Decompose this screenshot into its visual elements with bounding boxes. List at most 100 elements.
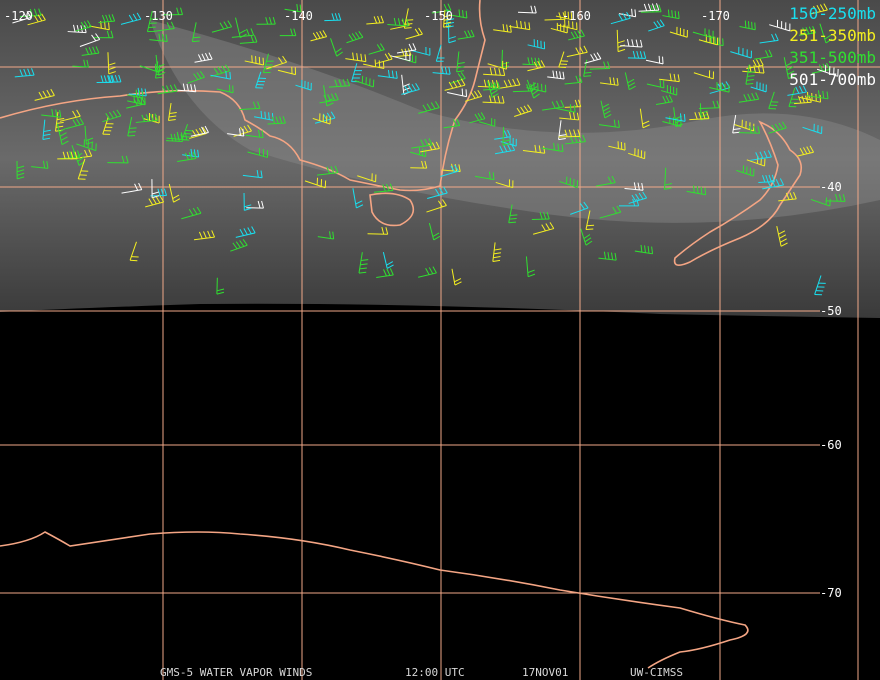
barb-feather: [332, 231, 335, 240]
barb-feather: [577, 99, 582, 107]
barb-feather: [151, 191, 160, 195]
barb-feather: [424, 160, 428, 169]
barb-feather: [749, 125, 752, 134]
barb-shaft: [544, 18, 566, 21]
barb-feather: [76, 150, 81, 158]
barb-feather: [197, 149, 200, 158]
barb-feather: [602, 103, 610, 109]
barb-feather: [46, 89, 51, 97]
wind-barb: [628, 191, 648, 204]
barb-feather: [422, 104, 428, 112]
longitude-label: -150: [424, 9, 453, 23]
barb-feather: [84, 149, 88, 157]
barb-feather: [74, 151, 78, 159]
barb-shaft: [732, 115, 737, 134]
barb-shaft: [745, 64, 750, 85]
barb-feather: [73, 150, 77, 158]
barb-shaft: [410, 49, 431, 56]
barb-feather: [448, 66, 451, 75]
wind-barb: [446, 9, 455, 29]
wind-barb: [816, 64, 839, 77]
barb-shaft: [432, 72, 451, 75]
wind-barb: [194, 52, 213, 63]
barb-feather: [312, 32, 318, 40]
wind-barb: [145, 195, 165, 208]
barb-feather: [480, 112, 486, 119]
barb-feather: [802, 147, 808, 155]
wind-barb: [149, 33, 168, 43]
barb-feather: [108, 62, 116, 66]
wind-barb: [72, 59, 89, 68]
barb-feather: [415, 82, 420, 90]
barb-feather: [749, 64, 752, 73]
barb-feather: [239, 240, 245, 247]
barb-feather: [246, 28, 250, 36]
barb-shaft: [55, 111, 59, 132]
barb-feather: [560, 99, 565, 108]
barb-feather: [651, 3, 656, 11]
wind-barb: [34, 88, 55, 101]
wind-barb: [689, 111, 710, 121]
barb-shaft: [166, 140, 183, 142]
barb-shaft: [554, 107, 576, 113]
barb-feather: [239, 29, 246, 35]
barb-feather: [261, 130, 264, 138]
barb-feather: [639, 51, 643, 59]
barb-feather: [617, 40, 625, 44]
barb-shaft: [177, 89, 196, 93]
barb-feather: [762, 65, 765, 74]
barb-feather: [640, 39, 643, 48]
barb-feather: [192, 40, 200, 43]
barb-shaft: [418, 107, 440, 114]
barb-shaft: [608, 145, 626, 151]
wind-barb: [527, 60, 546, 72]
barb-feather: [79, 117, 84, 125]
wind-barb: [81, 46, 100, 56]
barb-shaft: [689, 118, 710, 121]
barb-feather: [360, 259, 369, 262]
barb-shaft: [104, 81, 121, 84]
wind-barb: [750, 81, 767, 93]
wind-barb: [514, 104, 533, 117]
barb-shaft: [531, 218, 550, 221]
barb-shaft: [746, 159, 765, 167]
barb-feather: [23, 68, 27, 77]
barb-feather: [462, 10, 464, 18]
barb-shaft: [768, 91, 775, 109]
wind-barb: [345, 52, 367, 63]
barb-feather: [216, 291, 225, 295]
barb-shaft: [255, 71, 262, 88]
barb-feather: [477, 89, 483, 97]
barb-feather: [477, 113, 483, 120]
barb-feather: [607, 176, 612, 184]
wind-barb: [624, 72, 636, 91]
barb-feather: [564, 129, 568, 137]
barb-feather: [813, 5, 818, 13]
barb-shaft: [190, 132, 209, 137]
barb-feather: [494, 67, 497, 76]
barb-feather: [66, 151, 70, 159]
barb-feather: [29, 8, 34, 17]
barb-feather: [558, 137, 566, 141]
barb-feather: [492, 172, 495, 180]
barb-shaft: [512, 90, 533, 93]
wind-barb: [410, 47, 431, 56]
barb-shaft: [267, 122, 286, 125]
barb-feather: [443, 25, 451, 28]
barb-shaft: [126, 103, 146, 109]
wind-barb: [76, 139, 97, 152]
barb-feather: [378, 60, 381, 68]
barb-shaft: [135, 119, 158, 123]
barb-shaft: [367, 233, 388, 235]
barb-feather: [716, 100, 720, 108]
wind-barb: [255, 71, 267, 89]
barb-shaft: [56, 123, 63, 145]
barb-feather: [260, 110, 263, 119]
barb-feather: [168, 115, 177, 118]
wind-barb: [135, 113, 159, 123]
wind-barb: [451, 268, 462, 286]
barb-feather: [655, 3, 660, 11]
wind-barb: [346, 31, 364, 44]
barb-shaft: [522, 150, 545, 154]
latitude-label: -70: [820, 586, 842, 600]
